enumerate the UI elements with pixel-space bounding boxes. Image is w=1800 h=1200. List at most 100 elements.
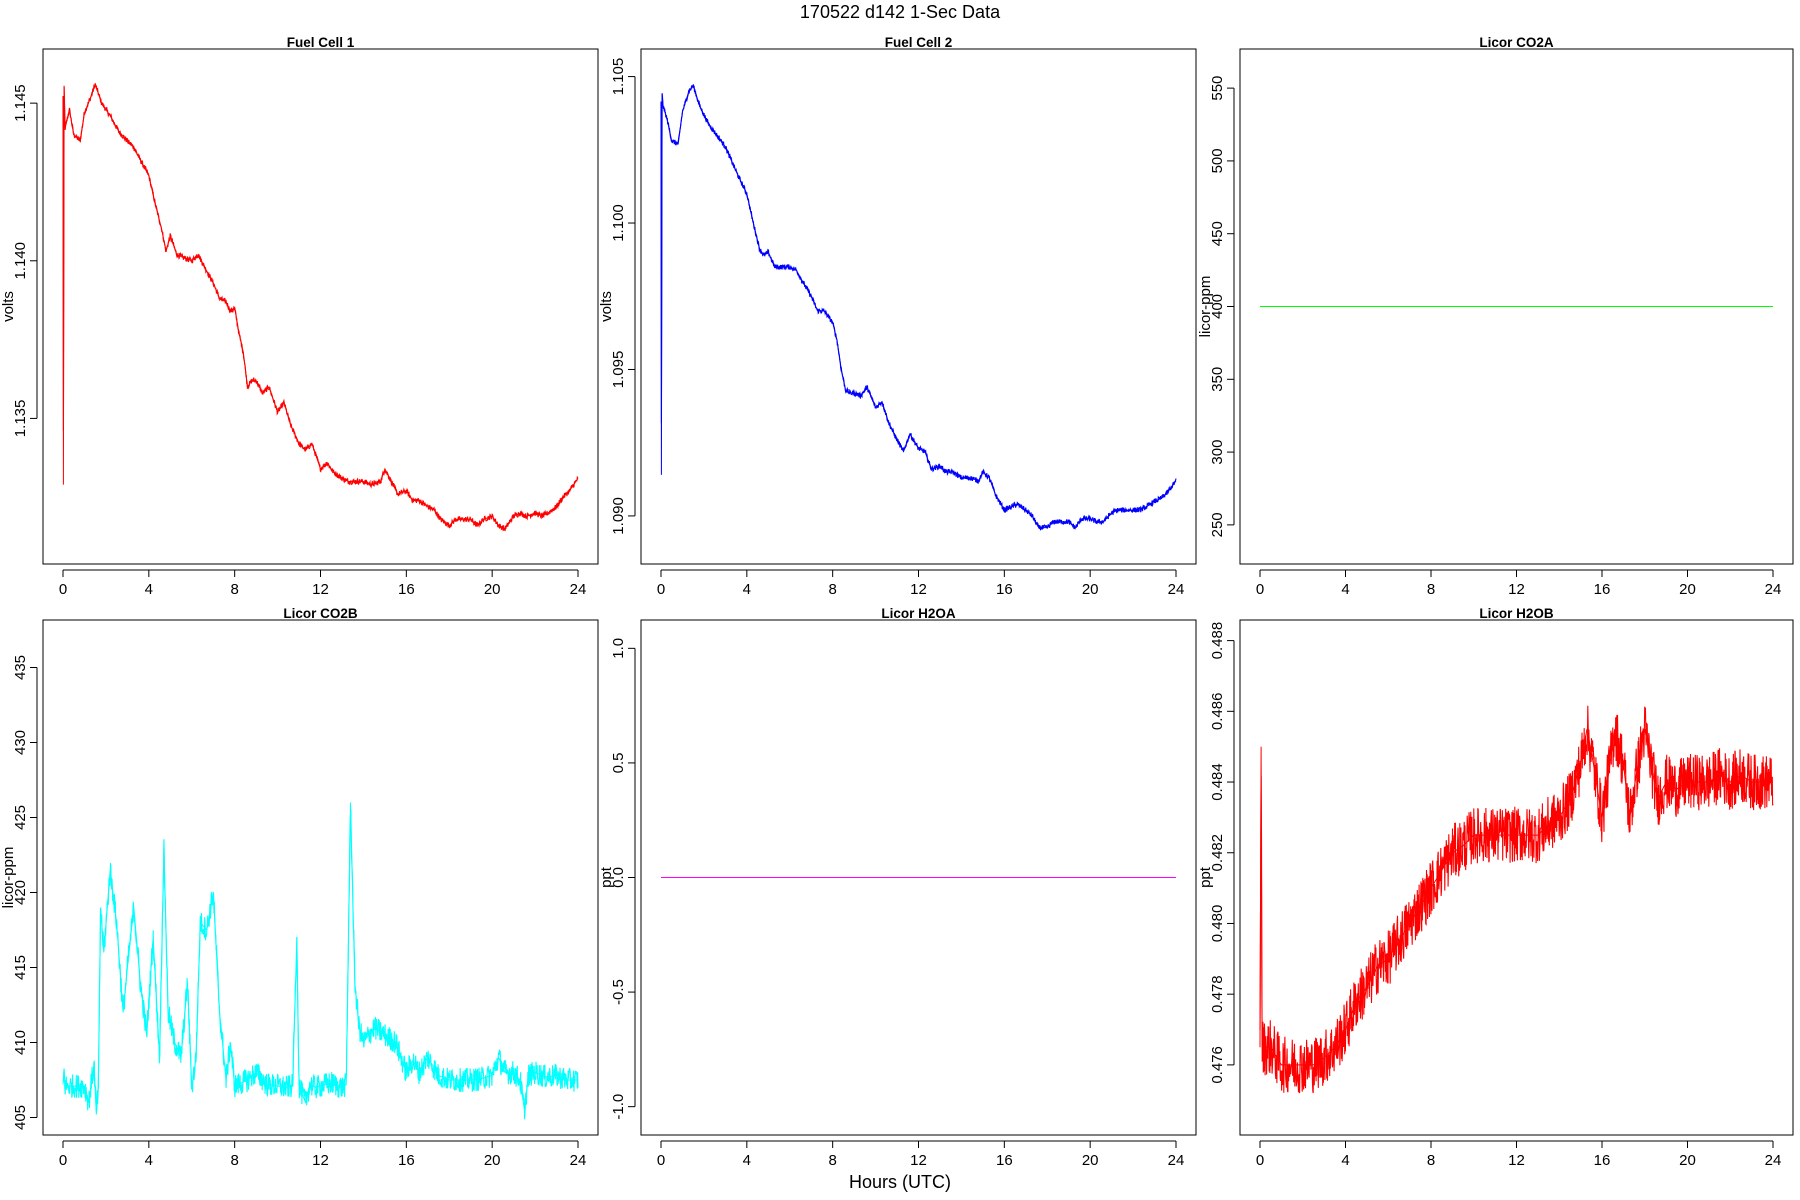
y-tick-label: 430 xyxy=(12,730,29,755)
panel-title: Fuel Cell 1 xyxy=(287,35,355,50)
y-tick-label: 415 xyxy=(12,955,29,980)
y-axis-label: licor-ppm xyxy=(0,847,17,909)
x-tick-label: 24 xyxy=(570,581,587,598)
x-tick-label: 24 xyxy=(1168,581,1185,598)
y-axis-label: volts xyxy=(0,291,17,322)
x-tick-label: 8 xyxy=(828,581,836,598)
y-tick-label: 0.482 xyxy=(1209,834,1226,872)
y-tick-label: 1.095 xyxy=(610,351,627,389)
chart-panel-6: Licor H2OB ppt 0 4 8 12 16 20 24 0.476 0.478 0.480 0… xyxy=(1197,606,1794,1169)
y-tick-label: 420 xyxy=(12,880,29,905)
chart-panel-3: Licor CO2A licor-ppm 0 4 8 12 16 20 24 250 300 350 4… xyxy=(1197,35,1794,598)
series-line-1 xyxy=(660,84,1177,531)
x-tick-label: 16 xyxy=(398,1152,415,1169)
series-line-1-trend xyxy=(62,82,579,530)
y-tick-label: 0.488 xyxy=(1209,622,1226,660)
series-line-1-trend xyxy=(660,84,1177,529)
x-tick-label: 24 xyxy=(1168,1152,1185,1169)
y-tick-label: 435 xyxy=(12,655,29,680)
y-tick-label: 0.478 xyxy=(1209,975,1226,1013)
y-tick-label: 0.480 xyxy=(1209,905,1226,943)
x-tick-label: 12 xyxy=(312,1152,329,1169)
x-tick-label: 0 xyxy=(1256,1152,1264,1169)
y-tick-label: 1.090 xyxy=(610,497,627,535)
chart-panel-2: Fuel Cell 2 volts 0 4 8 12 16 20 24 1.090 1.095 1.1… xyxy=(598,35,1197,598)
x-tick-label: 16 xyxy=(1594,581,1611,598)
y-tick-label: 0.486 xyxy=(1209,693,1226,731)
panel-title: Licor CO2B xyxy=(283,606,358,621)
y-tick-label: 0.5 xyxy=(610,752,627,773)
y-tick-label: 1.0 xyxy=(610,638,627,659)
x-tick-label: 0 xyxy=(657,1152,665,1169)
y-axis-label: ppt xyxy=(598,866,615,888)
x-tick-label: 16 xyxy=(996,581,1013,598)
y-tick-label: 500 xyxy=(1209,148,1226,173)
y-tick-label: 425 xyxy=(12,805,29,830)
y-tick-label: 350 xyxy=(1209,367,1226,392)
x-tick-label: 24 xyxy=(1765,581,1782,598)
x-tick-label: 4 xyxy=(1341,581,1349,598)
x-tick-label: 24 xyxy=(1765,1152,1782,1169)
y-tick-label: 0.0 xyxy=(610,867,627,888)
chart-panel-1: Fuel Cell 1 volts 0 4 8 12 16 20 24 1.135 1.140 1.1… xyxy=(0,35,599,598)
x-tick-label: 16 xyxy=(996,1152,1013,1169)
x-tick-label: 12 xyxy=(910,1152,927,1169)
x-tick-label: 8 xyxy=(230,581,238,598)
y-tick-label: 1.105 xyxy=(610,58,627,96)
y-tick-label: 400 xyxy=(1209,294,1226,319)
plot-frame xyxy=(42,48,599,565)
panel-title: Licor H2OB xyxy=(1479,606,1554,621)
figure-xlabel: Hours (UTC) xyxy=(849,1172,951,1192)
chart-panel-5: Licor H2OA ppt 0 4 8 12 16 20 24 -1.0 -0.5 0.0 0.5 1.… xyxy=(598,606,1197,1169)
x-tick-label: 4 xyxy=(145,1152,153,1169)
x-tick-label: 20 xyxy=(1082,581,1099,598)
x-tick-label: 12 xyxy=(1508,581,1525,598)
y-tick-label: 1.135 xyxy=(12,400,29,438)
panel-title: Fuel Cell 2 xyxy=(885,35,953,50)
y-tick-label: 1.140 xyxy=(12,242,29,280)
x-tick-label: 8 xyxy=(1427,1152,1435,1169)
y-tick-label: 0.476 xyxy=(1209,1046,1226,1084)
x-tick-label: 4 xyxy=(1341,1152,1349,1169)
plot-frame xyxy=(640,48,1197,565)
chart-panel-4: Licor CO2B licor-ppm 0 4 8 12 16 20 24 405 410 415 4… xyxy=(0,606,599,1169)
panel-title: Licor H2OA xyxy=(881,606,956,621)
x-tick-label: 0 xyxy=(1256,581,1264,598)
y-tick-label: 450 xyxy=(1209,221,1226,246)
plot-frame xyxy=(1239,48,1794,565)
x-tick-label: 24 xyxy=(570,1152,587,1169)
x-tick-label: 8 xyxy=(828,1152,836,1169)
x-tick-label: 4 xyxy=(145,581,153,598)
x-tick-label: 4 xyxy=(743,581,751,598)
x-tick-label: 12 xyxy=(312,581,329,598)
plot-frame xyxy=(42,619,599,1136)
x-tick-label: 16 xyxy=(1594,1152,1611,1169)
x-tick-label: 20 xyxy=(1679,1152,1696,1169)
x-tick-label: 8 xyxy=(1427,581,1435,598)
series-line-1 xyxy=(62,83,579,532)
series-line-1 xyxy=(1259,705,1774,1094)
y-tick-label: 405 xyxy=(12,1105,29,1130)
y-tick-label: 410 xyxy=(12,1030,29,1055)
x-tick-label: 8 xyxy=(230,1152,238,1169)
x-tick-label: 16 xyxy=(398,581,415,598)
x-tick-label: 20 xyxy=(1082,1152,1099,1169)
y-tick-label: 550 xyxy=(1209,76,1226,101)
x-tick-label: 0 xyxy=(59,1152,67,1169)
y-tick-label: 1.145 xyxy=(12,84,29,122)
x-tick-label: 20 xyxy=(484,1152,501,1169)
plot-frame xyxy=(1239,619,1794,1136)
x-tick-label: 12 xyxy=(1508,1152,1525,1169)
x-tick-label: 0 xyxy=(59,581,67,598)
series-line-1 xyxy=(62,809,579,1120)
x-tick-label: 0 xyxy=(657,581,665,598)
x-tick-label: 4 xyxy=(743,1152,751,1169)
x-tick-label: 20 xyxy=(484,581,501,598)
y-tick-label: 0.484 xyxy=(1209,763,1226,801)
y-axis-label: volts xyxy=(598,291,615,322)
y-axis-label: ppt xyxy=(1197,866,1214,888)
y-tick-label: 300 xyxy=(1209,440,1226,465)
y-tick-label: 250 xyxy=(1209,512,1226,537)
